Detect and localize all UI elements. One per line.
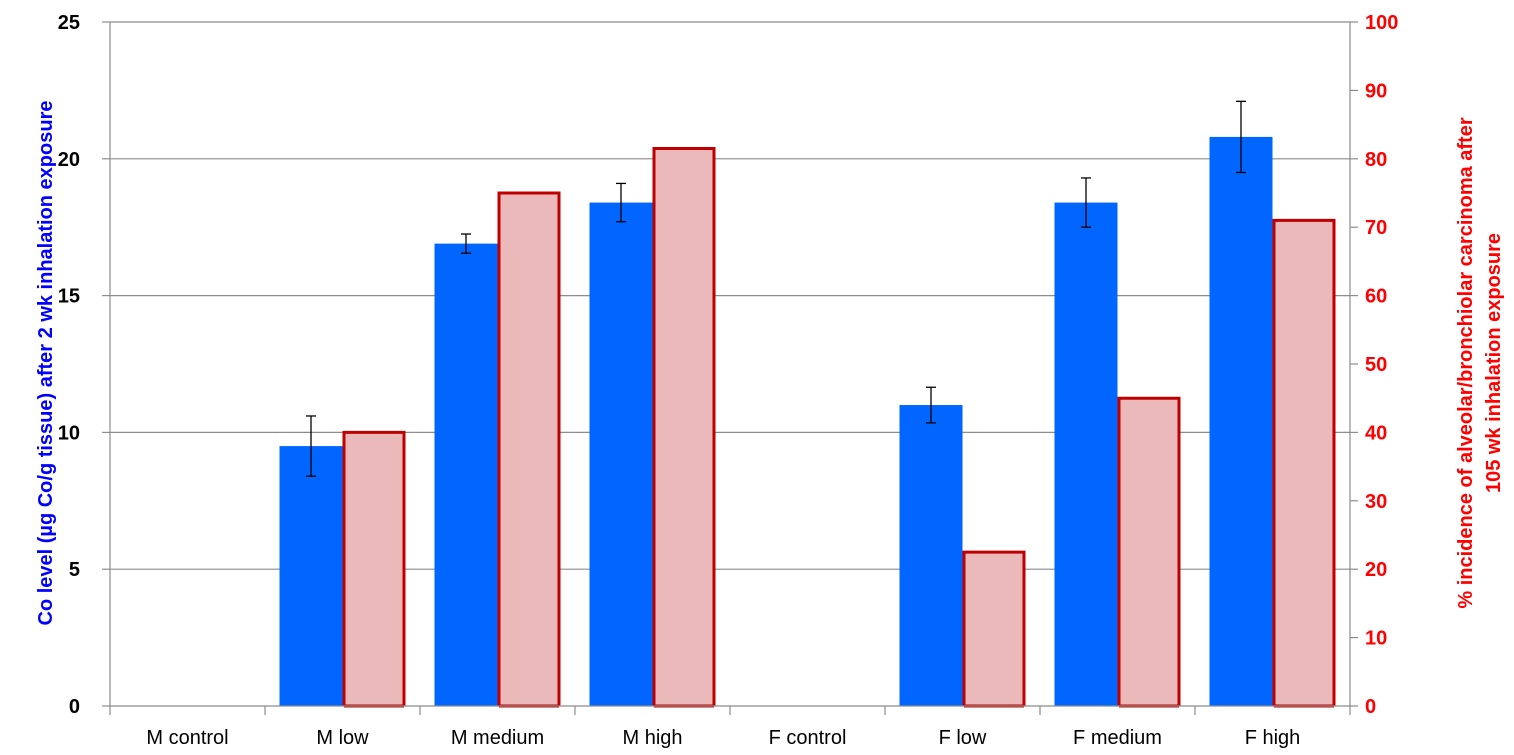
bar-incidence-outline [497,191,561,706]
bar-incidence [964,552,1024,706]
y-axis-title-right-line2: 105 wk inhalation exposure [1483,233,1505,493]
y-left-tick-label: 0 [69,696,80,718]
bar-incidence-outline [342,430,406,706]
y-right-tick-label: 90 [1365,80,1387,102]
y-left-tick-label: 15 [58,286,80,308]
y-left-tick-label: 25 [58,12,80,34]
bar-incidence [499,193,559,706]
category-label: M high [622,727,682,749]
bar-incidence [1274,220,1334,707]
y-left-tick-label: 20 [58,149,80,171]
y-left-tick-label: 5 [69,559,80,581]
category-label: F control [769,727,847,749]
category-label: F low [939,727,987,749]
category-label: M medium [451,727,544,749]
bar-co-level [279,446,343,706]
bar-incidence-outline [962,550,1026,706]
y-left-tick-label: 10 [58,422,80,444]
bar-co-level [434,243,498,706]
bar-co-level [589,202,653,707]
y-right-tick-label: 60 [1365,286,1387,308]
category-label: F medium [1073,727,1162,749]
axes [102,21,1358,715]
tick-labels: 0 5 10 15 20 25 0 10 20 30 40 50 60 70 80 90 100 [58,12,1399,718]
bar-co-level [1209,136,1273,707]
y-right-tick-label: 30 [1365,491,1387,513]
y-axis-title-left: Co level (µg Co/g tissue) after 2 wk inh… [35,101,57,626]
category-label: M low [316,727,369,749]
bar-incidence-outline [1117,396,1181,706]
y-right-tick-label: 100 [1365,12,1398,34]
y-right-tick-label: 40 [1365,422,1387,444]
y-right-tick-label: 50 [1365,354,1387,376]
y-right-tick-label: 20 [1365,559,1387,581]
bar-co-level [899,405,963,706]
bars [279,100,1336,708]
y-right-tick-label: 80 [1365,149,1387,171]
category-labels: M control M low M medium M high F control F l… [146,727,1300,749]
y-axis-title-right-line1: % incidence of alveolar/bronchiolar carc… [1455,117,1477,608]
bar-incidence [344,432,404,706]
bar-incidence [654,148,714,707]
category-label: F high [1245,727,1301,749]
bar-co-level [1054,202,1118,707]
y-right-tick-label: 0 [1365,696,1376,718]
bar-incidence-outline [652,147,716,706]
y-right-tick-label: 10 [1365,628,1387,650]
category-label: M control [146,727,228,749]
bar-incidence-outline [1272,218,1336,706]
bar-incidence [1119,398,1179,706]
y-right-tick-label: 70 [1365,217,1387,239]
